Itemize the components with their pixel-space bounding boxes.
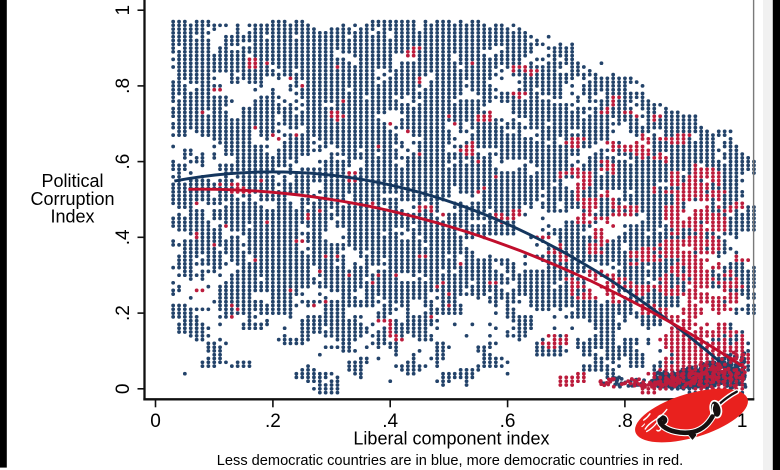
svg-text:Less democratic countries are: Less democratic countries are in blue, m… (217, 453, 683, 469)
svg-text:Corruption: Corruption (30, 189, 114, 209)
svg-text:.6: .6 (500, 411, 516, 432)
svg-text:.6: .6 (113, 154, 134, 170)
svg-text:1: 1 (737, 411, 748, 432)
svg-text:1: 1 (113, 5, 134, 16)
svg-text:Liberal component index: Liberal component index (353, 428, 549, 448)
svg-text:0: 0 (150, 411, 161, 432)
svg-text:0: 0 (113, 384, 134, 395)
svg-text:.8: .8 (113, 78, 134, 94)
svg-text:.2: .2 (265, 411, 281, 432)
svg-text:.4: .4 (382, 411, 398, 432)
svg-text:Political: Political (41, 171, 103, 191)
svg-text:Index: Index (50, 206, 94, 226)
svg-text:.2: .2 (113, 305, 134, 321)
svg-text:.4: .4 (113, 229, 134, 245)
svg-text:.8: .8 (617, 411, 633, 432)
